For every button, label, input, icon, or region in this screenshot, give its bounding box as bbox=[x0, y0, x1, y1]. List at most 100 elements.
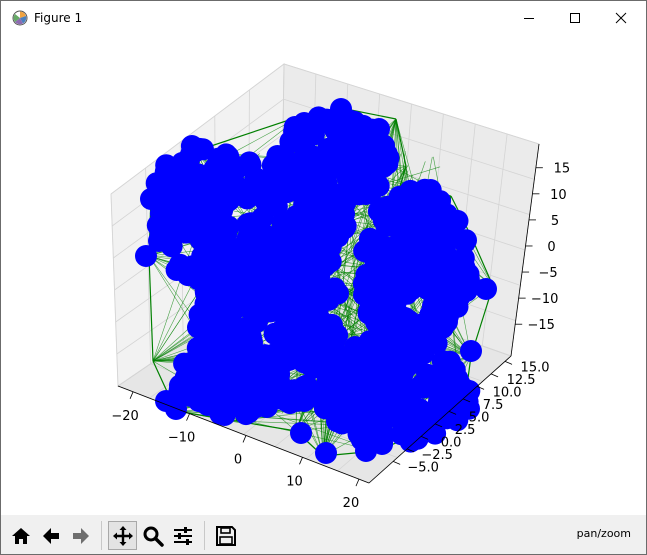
y-tick bbox=[448, 411, 457, 415]
data-point bbox=[315, 442, 337, 464]
y-tick bbox=[420, 436, 429, 440]
data-point bbox=[290, 422, 312, 444]
data-point bbox=[458, 380, 481, 402]
data-point bbox=[285, 205, 308, 227]
data-point bbox=[199, 247, 222, 270]
point-cloud bbox=[135, 98, 497, 464]
data-point bbox=[403, 396, 426, 418]
data-point bbox=[254, 190, 277, 213]
data-point bbox=[278, 253, 300, 276]
data-point bbox=[305, 177, 328, 200]
title-bar[interactable]: Figure 1 bbox=[1, 1, 646, 35]
data-point bbox=[201, 384, 224, 407]
data-point bbox=[404, 350, 427, 373]
data-point bbox=[310, 310, 333, 333]
data-point bbox=[243, 372, 265, 395]
zoom-button[interactable] bbox=[138, 521, 167, 550]
x-tick bbox=[242, 435, 247, 443]
data-point bbox=[214, 343, 237, 365]
data-point bbox=[409, 422, 432, 445]
window-title: Figure 1 bbox=[34, 11, 83, 25]
data-point bbox=[185, 140, 207, 162]
data-point bbox=[433, 385, 455, 408]
magnifier-icon bbox=[143, 526, 164, 547]
data-point bbox=[243, 212, 266, 234]
data-point bbox=[353, 283, 375, 306]
arrow-left-icon bbox=[42, 527, 59, 544]
matplotlib-logo-icon bbox=[12, 10, 28, 26]
data-point bbox=[355, 440, 377, 462]
forward-button[interactable] bbox=[66, 521, 95, 550]
minimize-button[interactable] bbox=[506, 1, 552, 35]
data-point bbox=[326, 324, 349, 347]
home-icon bbox=[11, 527, 30, 544]
data-point bbox=[234, 316, 257, 339]
y-tick-label: 2.5 bbox=[455, 423, 476, 438]
scatter-3d-chart[interactable]: −20 −10 0 10 20 −5.0−2.50.02.55.07.510.012.5… bbox=[1, 35, 646, 515]
z-tick-label: −10 bbox=[531, 292, 558, 307]
x-axis-line bbox=[117, 385, 370, 484]
z-axis: −15 −10 −5 0 5 10 15 bbox=[510, 143, 571, 357]
data-point bbox=[360, 358, 383, 381]
x-tick-label: 0 bbox=[234, 452, 242, 467]
data-point bbox=[293, 319, 316, 342]
data-point bbox=[379, 389, 402, 412]
data-point bbox=[355, 263, 378, 286]
z-axis-line bbox=[510, 143, 540, 357]
back-button[interactable] bbox=[36, 521, 65, 550]
plot-canvas[interactable]: −20 −10 0 10 20 −5.0 −2.5 0.0 2.5 5.0 7.5 10.0 12.5… bbox=[1, 35, 646, 515]
y-tick bbox=[504, 360, 513, 365]
toolbar-separator bbox=[204, 521, 205, 550]
data-point bbox=[375, 298, 398, 321]
move-icon bbox=[112, 525, 133, 546]
data-point bbox=[227, 249, 250, 272]
arrow-right-icon bbox=[72, 527, 89, 544]
close-button[interactable] bbox=[598, 1, 644, 35]
y-tick bbox=[406, 448, 415, 453]
data-point bbox=[396, 313, 419, 336]
data-point bbox=[460, 340, 482, 362]
floppy-disk-icon bbox=[215, 525, 236, 546]
y-tick-label: 7.5 bbox=[483, 398, 504, 413]
home-button[interactable] bbox=[6, 521, 35, 550]
data-point bbox=[475, 278, 497, 300]
data-point bbox=[238, 151, 261, 174]
x-tick-label: −10 bbox=[168, 431, 195, 446]
data-point bbox=[215, 221, 238, 244]
data-point bbox=[193, 341, 216, 364]
data-point bbox=[321, 137, 344, 160]
y-tick-label: 10.0 bbox=[493, 385, 522, 400]
data-point bbox=[455, 229, 477, 252]
data-point bbox=[368, 118, 390, 140]
data-point bbox=[283, 120, 306, 143]
data-point bbox=[319, 206, 342, 229]
x-tick bbox=[186, 413, 190, 421]
y-tick-label: −2.5 bbox=[421, 448, 453, 463]
minimize-icon bbox=[524, 18, 534, 19]
toolbar-separator bbox=[101, 521, 102, 550]
data-point bbox=[383, 349, 406, 372]
data-point bbox=[293, 388, 316, 411]
data-point bbox=[165, 398, 187, 420]
z-tick-label: 15 bbox=[554, 162, 571, 177]
pan-button[interactable] bbox=[108, 521, 137, 550]
z-tick-label: 0 bbox=[547, 240, 555, 255]
data-point bbox=[383, 280, 406, 303]
save-button[interactable] bbox=[211, 521, 240, 550]
maximize-button[interactable] bbox=[552, 1, 598, 35]
data-point bbox=[291, 278, 314, 301]
z-tick-label: −5 bbox=[539, 266, 558, 281]
edge-line bbox=[148, 255, 154, 362]
edge-line bbox=[395, 118, 407, 167]
data-point bbox=[420, 254, 443, 277]
maximize-icon bbox=[570, 13, 580, 23]
data-point bbox=[342, 122, 365, 145]
x-tick-label: 10 bbox=[286, 474, 303, 489]
x-tick bbox=[129, 391, 134, 399]
data-point bbox=[173, 215, 195, 238]
data-point bbox=[436, 310, 458, 333]
data-point bbox=[271, 283, 293, 306]
configure-subplots-button[interactable] bbox=[168, 521, 197, 550]
data-point bbox=[337, 185, 360, 208]
data-point bbox=[194, 166, 217, 189]
